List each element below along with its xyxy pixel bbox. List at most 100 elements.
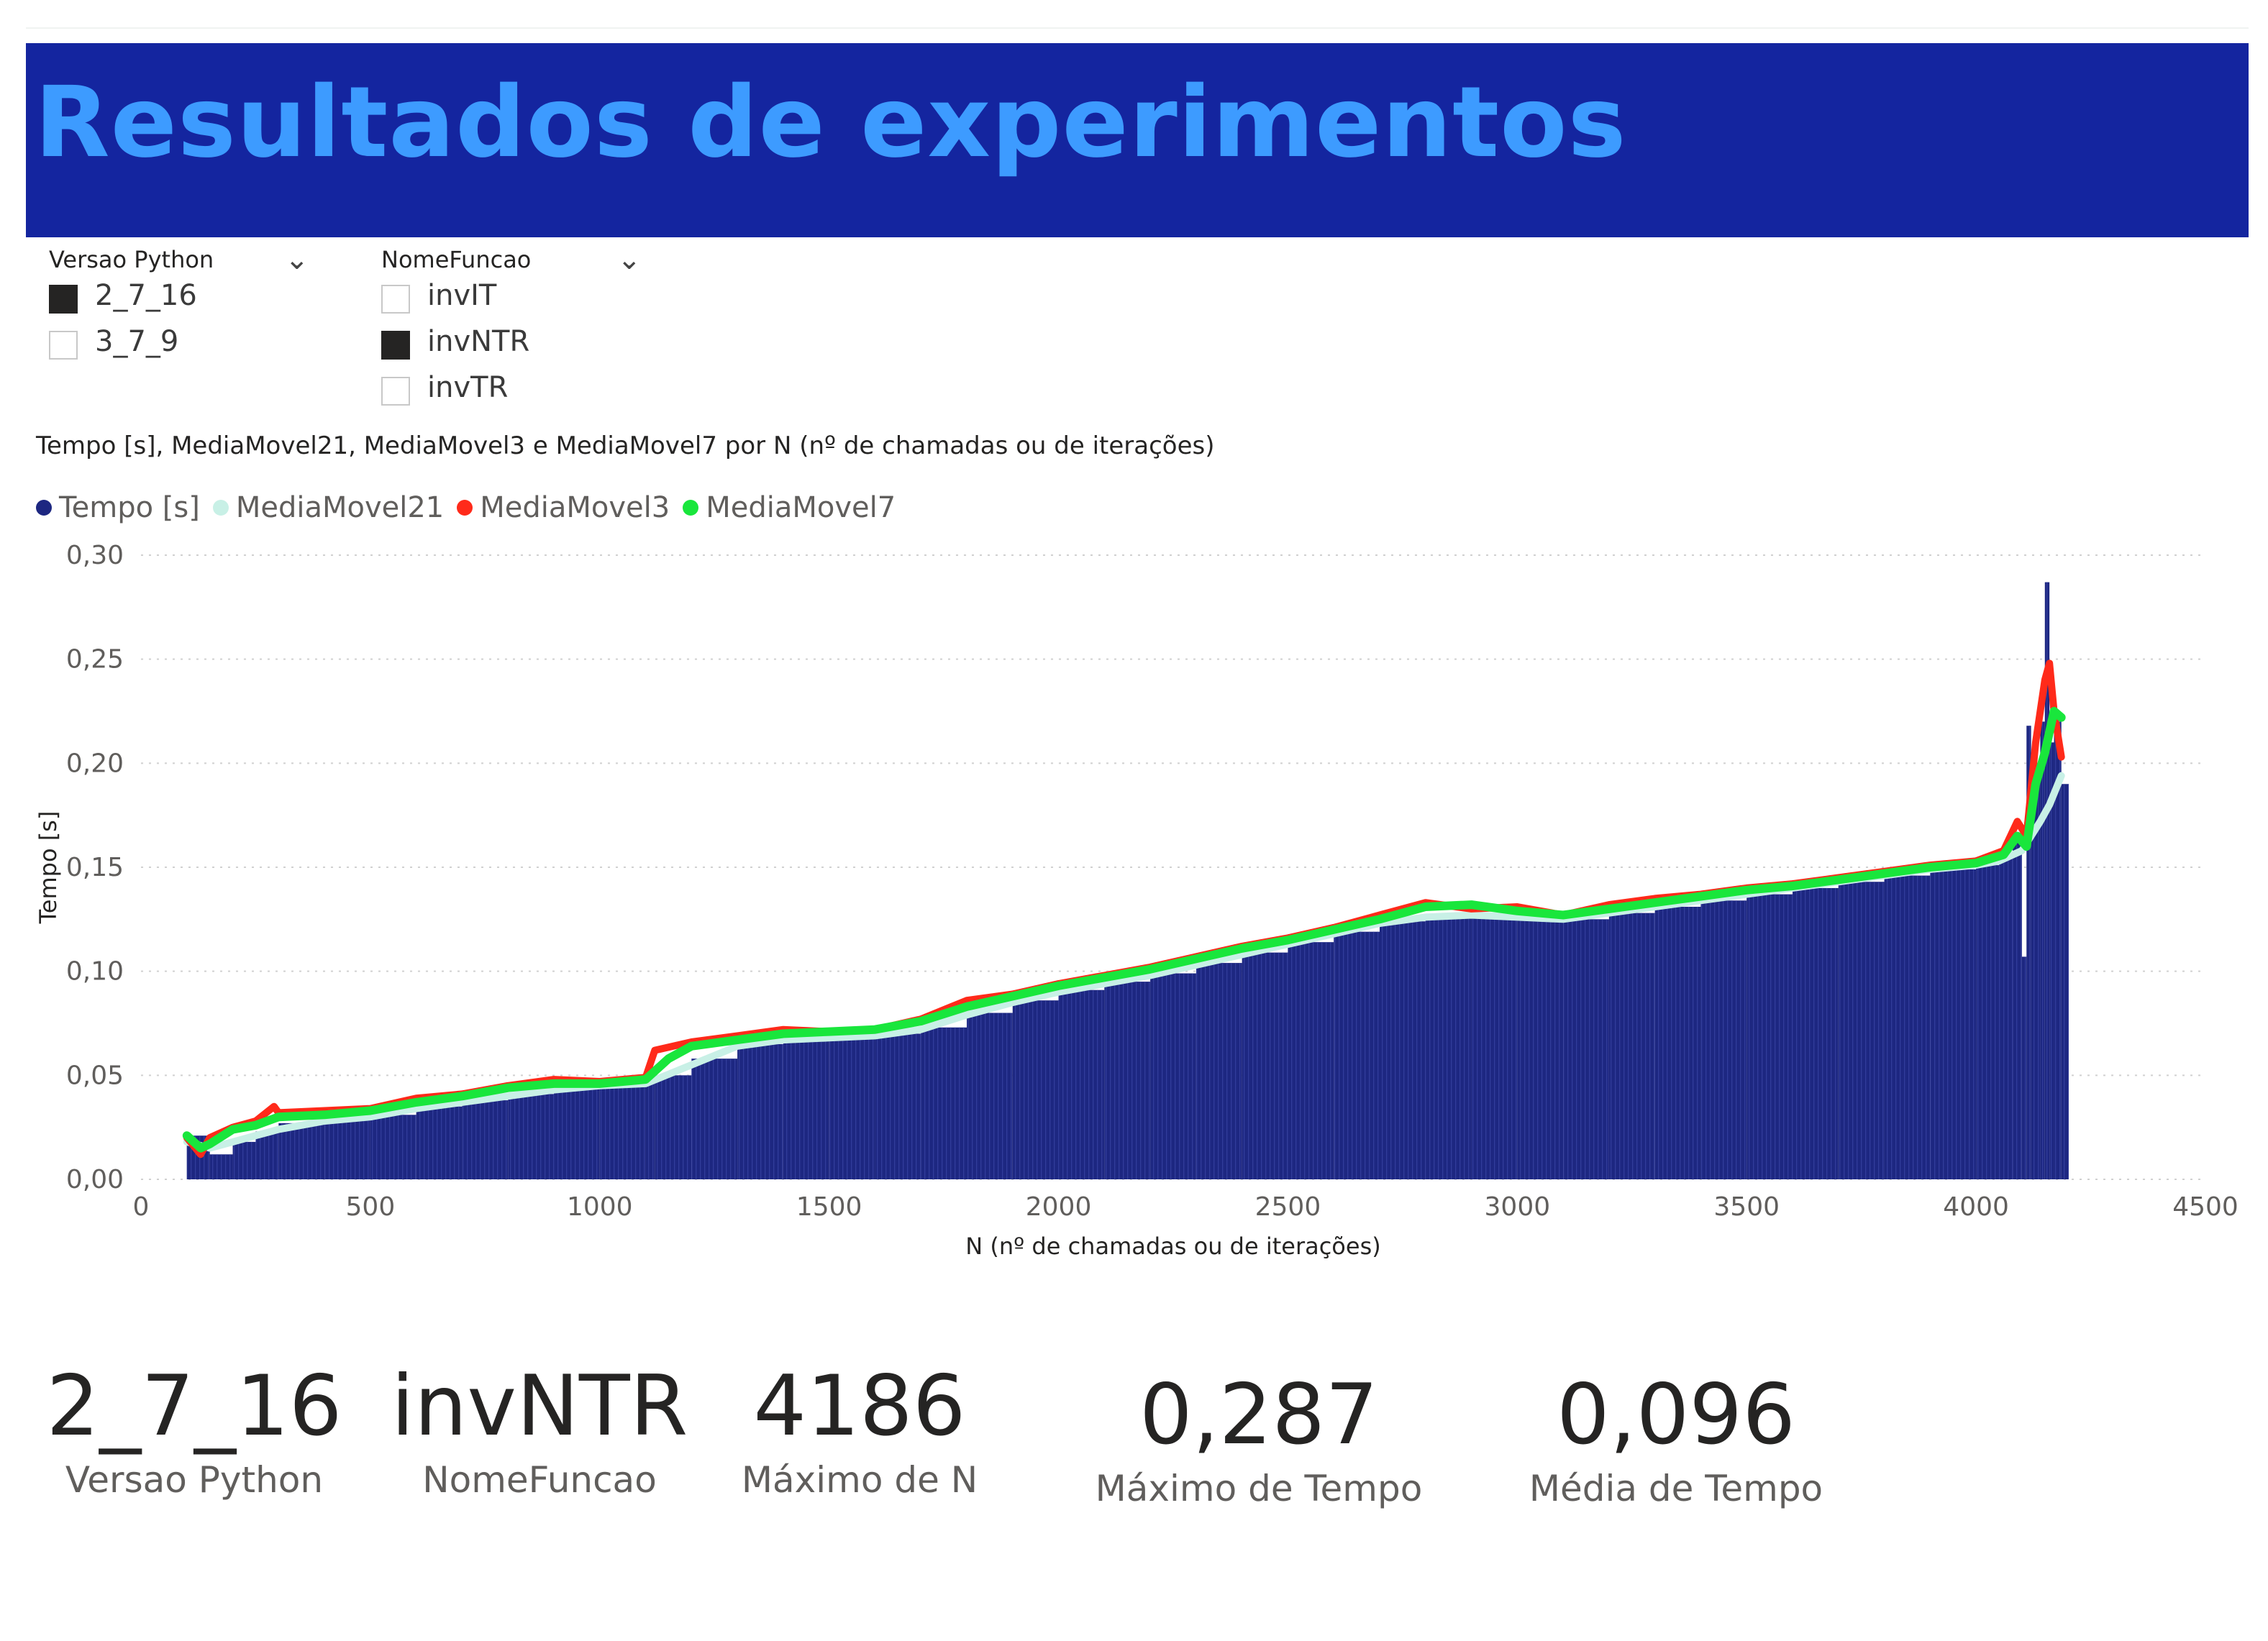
bar (2054, 721, 2062, 1179)
legend-marker (36, 500, 52, 516)
slicer-option-2-7-16[interactable]: 2_7_16 (26, 279, 328, 325)
kpi-card-max-n: 4186 Máximo de N (719, 1358, 1000, 1501)
x-tick-label: 3500 (1713, 1192, 1780, 1222)
bar (370, 1115, 416, 1179)
bar (1425, 915, 1472, 1179)
x-tick-label: 500 (346, 1192, 396, 1222)
bar (1288, 942, 1334, 1179)
slicer-title: Versao Python (49, 246, 214, 273)
option-label: invNTR (427, 325, 530, 358)
bar (2049, 742, 2054, 1179)
checkbox-invit[interactable] (381, 285, 410, 314)
slicer-header[interactable]: Versao Python ⌄ (26, 237, 328, 279)
bar (416, 1106, 463, 1179)
bar (875, 1033, 921, 1179)
bar (1793, 887, 1839, 1179)
checkbox-invtr[interactable] (381, 377, 410, 406)
bar (1746, 894, 1793, 1179)
slicer-header[interactable]: NomeFuncao ⌄ (358, 237, 660, 279)
y-tick-label: 0,30 (66, 541, 124, 570)
bar (1930, 869, 1977, 1179)
slicer-option-invntr[interactable]: invNTR (358, 325, 660, 371)
kpi-card-media-tempo: 0,096 Média de Tempo (1496, 1366, 1856, 1509)
y-tick-label: 0,20 (66, 749, 124, 778)
option-label: invIT (427, 279, 497, 312)
slicer-nome-funcao[interactable]: NomeFuncao ⌄ invIT invNTR invTR (358, 237, 660, 417)
legend-label: MediaMovel7 (706, 491, 896, 524)
y-tick-label: 0,00 (66, 1165, 124, 1194)
slicer-versao-python[interactable]: Versao Python ⌄ 2_7_16 3_7_9 (26, 237, 328, 371)
y-tick-label: 0,25 (66, 645, 124, 675)
bar (645, 1082, 655, 1179)
bar (2021, 956, 2027, 1179)
bar (2061, 784, 2069, 1179)
legend-item-mediamovel3[interactable]: MediaMovel3 (457, 491, 670, 524)
kpi-card-versao: 2_7_16 Versao Python (43, 1358, 345, 1501)
chevron-down-icon[interactable]: ⌄ (617, 243, 642, 276)
checkbox-2-7-16[interactable] (49, 285, 78, 314)
bar (655, 1075, 692, 1179)
bar (783, 1038, 829, 1179)
kpi-label: Média de Tempo (1529, 1468, 1823, 1509)
bar (508, 1094, 554, 1179)
bar (2031, 763, 2041, 1179)
bar (691, 1059, 738, 1179)
kpi-value: 4186 (753, 1358, 966, 1455)
bar (1999, 856, 2013, 1179)
bar (462, 1100, 509, 1179)
option-label: 2_7_16 (95, 279, 197, 312)
x-axis-title: N (nº de chamadas ou de iterações) (965, 1233, 1380, 1260)
bar (1058, 989, 1105, 1179)
x-tick-label: 3000 (1485, 1192, 1551, 1222)
bar (1563, 919, 1609, 1179)
bar (829, 1036, 875, 1179)
legend-label: Tempo [s] (59, 491, 200, 524)
bar (1012, 1000, 1059, 1179)
kpi-label: Máximo de N (741, 1459, 978, 1501)
legend-item-mediamovel7[interactable]: MediaMovel7 (683, 491, 896, 524)
series-line-mediamovel7 (182, 707, 2066, 1153)
kpi-card-max-tempo: 0,287 Máximo de Tempo (1079, 1366, 1439, 1509)
bar (1380, 921, 1426, 1179)
x-tick-label: 4000 (1943, 1192, 2009, 1222)
kpi-label: Versao Python (65, 1459, 324, 1501)
bar (1150, 973, 1196, 1179)
checkbox-3-7-9[interactable] (49, 331, 78, 360)
legend-label: MediaMovel21 (235, 491, 445, 524)
slicer-option-invtr[interactable]: invTR (358, 371, 660, 417)
bar (232, 1141, 256, 1179)
title-banner: Resultados de experimentos (26, 43, 2249, 237)
legend-item-mediamovel21[interactable]: MediaMovel21 (212, 491, 445, 524)
bar (737, 1043, 783, 1179)
slicer-option-3-7-9[interactable]: 3_7_9 (26, 325, 328, 371)
kpi-value: invNTR (391, 1358, 688, 1455)
bar (1700, 900, 1747, 1179)
chart-title: Tempo [s], MediaMovel21, MediaMovel3 e M… (36, 431, 1215, 460)
x-tick-label: 0 (133, 1192, 150, 1222)
slicer-option-invit[interactable]: invIT (358, 279, 660, 325)
chevron-down-icon[interactable]: ⌄ (285, 243, 309, 276)
kpi-label: NomeFuncao (422, 1459, 657, 1501)
bar (2013, 836, 2022, 1179)
kpi-label: Máximo de Tempo (1095, 1468, 1423, 1509)
chart-legend[interactable]: Tempo [s] MediaMovel21 MediaMovel3 Media… (36, 486, 908, 529)
bar (1104, 982, 1151, 1179)
slicer-title: NomeFuncao (381, 246, 532, 273)
legend-marker (212, 500, 229, 516)
x-tick-label: 4500 (2172, 1192, 2239, 1222)
option-label: 3_7_9 (95, 325, 179, 358)
bar (255, 1131, 279, 1179)
line-bar-chart[interactable]: 0,00 0,05 0,10 0,15 0,20 0,25 0,30 0 500 1000 1500… (0, 532, 2268, 1273)
x-tick-label: 2500 (1255, 1192, 1321, 1222)
bar (1242, 952, 1288, 1179)
checkbox-invntr[interactable] (381, 331, 410, 360)
page-title: Resultados de experimentos (35, 66, 1627, 180)
bar (554, 1087, 600, 1179)
y-tick-label: 0,05 (66, 1061, 124, 1090)
x-tick-label: 1500 (796, 1192, 862, 1222)
kpi-value: 0,096 (1556, 1366, 1796, 1463)
bar (1608, 913, 1655, 1179)
kpi-card-funcao: invNTR NomeFuncao (388, 1358, 691, 1501)
legend-marker (683, 500, 699, 516)
legend-item-tempo[interactable]: Tempo [s] (36, 491, 200, 524)
